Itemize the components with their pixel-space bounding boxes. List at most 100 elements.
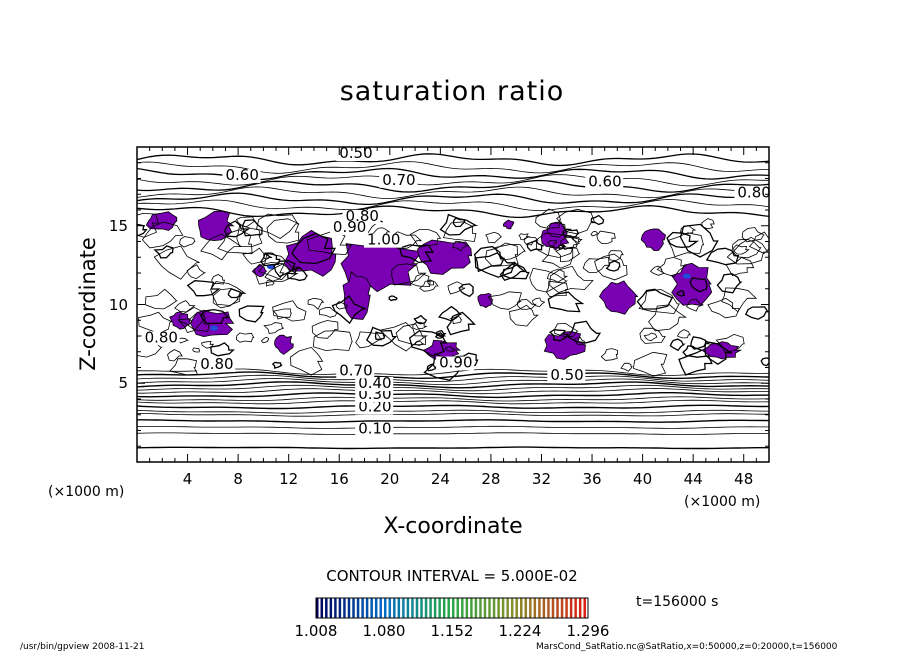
colorbar-swatch	[524, 598, 528, 618]
contour-line	[437, 305, 462, 322]
contour-line	[594, 253, 628, 281]
contour-line	[258, 253, 300, 281]
contour-line	[137, 174, 769, 187]
contour-line	[608, 250, 624, 262]
y-tick-label: 15	[108, 216, 128, 235]
contour-line	[636, 288, 674, 310]
contour-line	[704, 340, 734, 365]
contour-line	[388, 295, 398, 302]
colorbar-swatch	[574, 598, 577, 618]
contour-line	[447, 281, 466, 295]
contour-line	[145, 288, 178, 310]
contour-line	[137, 161, 769, 174]
colorbar-swatch	[365, 598, 369, 618]
colorbar-swatch	[492, 598, 496, 618]
contour-line	[138, 311, 173, 334]
contour-label-bg	[355, 400, 394, 415]
contour-line	[259, 252, 281, 267]
contour-line	[137, 378, 769, 386]
x-axis-unit: (×1000 m)	[684, 494, 761, 510]
colorbar-swatch	[497, 598, 500, 618]
contour-line	[549, 329, 570, 342]
contour-line	[137, 212, 159, 238]
contour-line	[186, 264, 207, 280]
contour-line	[554, 322, 579, 337]
colorbar-swatch	[370, 598, 373, 618]
contour-line	[379, 322, 428, 352]
contour-line	[678, 355, 713, 376]
contour-line	[409, 229, 442, 248]
colorbar-tick-label: 1.224	[498, 622, 542, 640]
x-tick-label: 16	[329, 470, 349, 488]
contour-line	[760, 357, 769, 367]
contour-line	[689, 277, 708, 293]
contour-line	[639, 327, 666, 344]
colorbar-swatch	[551, 598, 555, 618]
contour-line	[748, 231, 769, 254]
contour-label: 0.10	[358, 420, 391, 438]
colorbar-swatch	[334, 598, 337, 618]
contour-line	[444, 346, 456, 352]
contour-line	[137, 425, 769, 429]
contour-line	[137, 199, 769, 211]
contour-line	[137, 409, 769, 414]
contour-line	[408, 330, 448, 357]
colorbar-swatch	[433, 598, 437, 618]
contour-label-bg	[141, 331, 180, 346]
contour-line	[744, 306, 769, 320]
contour-line	[555, 247, 581, 263]
contour-line	[523, 236, 539, 246]
colorbar-swatch	[316, 598, 319, 618]
contour-line	[137, 192, 769, 206]
colorbar-swatch	[388, 598, 392, 618]
contour-line	[643, 332, 658, 342]
contour-line	[137, 179, 769, 193]
contour-line	[210, 342, 235, 357]
x-tick-label: 44	[683, 470, 703, 488]
supersaturated-region	[599, 280, 639, 315]
colorbar-swatch	[556, 598, 559, 618]
colorbar-swatch	[442, 598, 446, 618]
contour-line	[590, 230, 599, 237]
colorbar-swatch	[347, 598, 351, 618]
colorbar-swatch	[515, 598, 518, 618]
colorbar-swatch	[406, 598, 410, 618]
contour-line	[509, 304, 539, 327]
contour-line	[256, 213, 299, 239]
contour-interval-label: CONTOUR INTERVAL = 5.000E-02	[326, 567, 578, 585]
contour-line	[200, 341, 215, 349]
x-tick-label: 36	[582, 470, 602, 488]
colorbar-swatch	[320, 598, 324, 618]
contour-line	[741, 227, 765, 243]
colorbar-swatch	[470, 598, 473, 618]
colorbar-swatch	[343, 598, 346, 618]
y-tick-label: 10	[108, 295, 128, 314]
footer-right: MarsCond_SatRatio.nc@SatRatio,x=0:50000,…	[536, 642, 838, 652]
contour-line	[217, 229, 253, 255]
colorbar-swatch	[547, 598, 550, 618]
colorbar-swatch	[560, 598, 564, 618]
colorbar-swatch	[461, 598, 464, 618]
contour-line	[686, 298, 704, 312]
x-tick-label: 32	[531, 470, 552, 488]
contour-line	[666, 231, 700, 249]
contour-line	[264, 263, 299, 283]
colorbar-swatch	[356, 598, 360, 618]
contour-label: 0.70	[339, 361, 372, 379]
contour-line	[549, 265, 594, 293]
contour-line	[271, 361, 283, 369]
colorbar-swatch	[501, 598, 505, 618]
contour-label-bg	[547, 369, 586, 384]
contour-line	[656, 256, 687, 278]
colorbar-swatch	[578, 598, 582, 618]
contour-label-bg	[379, 173, 418, 188]
contour-line	[725, 257, 755, 277]
colorbar-swatch	[424, 598, 428, 618]
colorbar-swatch	[529, 598, 532, 618]
contour-line	[502, 263, 530, 280]
contour-line	[557, 244, 567, 250]
contour-line	[286, 267, 309, 282]
contour-line	[137, 205, 769, 219]
contour-line	[273, 260, 298, 278]
colorbar-swatch	[510, 598, 514, 618]
